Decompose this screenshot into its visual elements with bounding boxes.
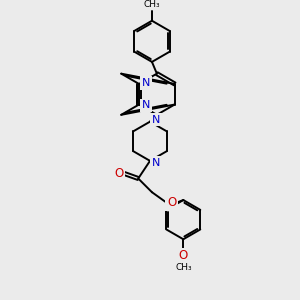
Text: N: N [142, 78, 150, 88]
Text: O: O [179, 249, 188, 262]
Text: N: N [142, 100, 150, 110]
Text: N: N [152, 158, 160, 168]
Text: CH₃: CH₃ [175, 263, 192, 272]
Text: CH₃: CH₃ [144, 0, 160, 9]
Text: O: O [114, 167, 123, 180]
Text: N: N [152, 115, 160, 125]
Text: O: O [167, 196, 176, 209]
